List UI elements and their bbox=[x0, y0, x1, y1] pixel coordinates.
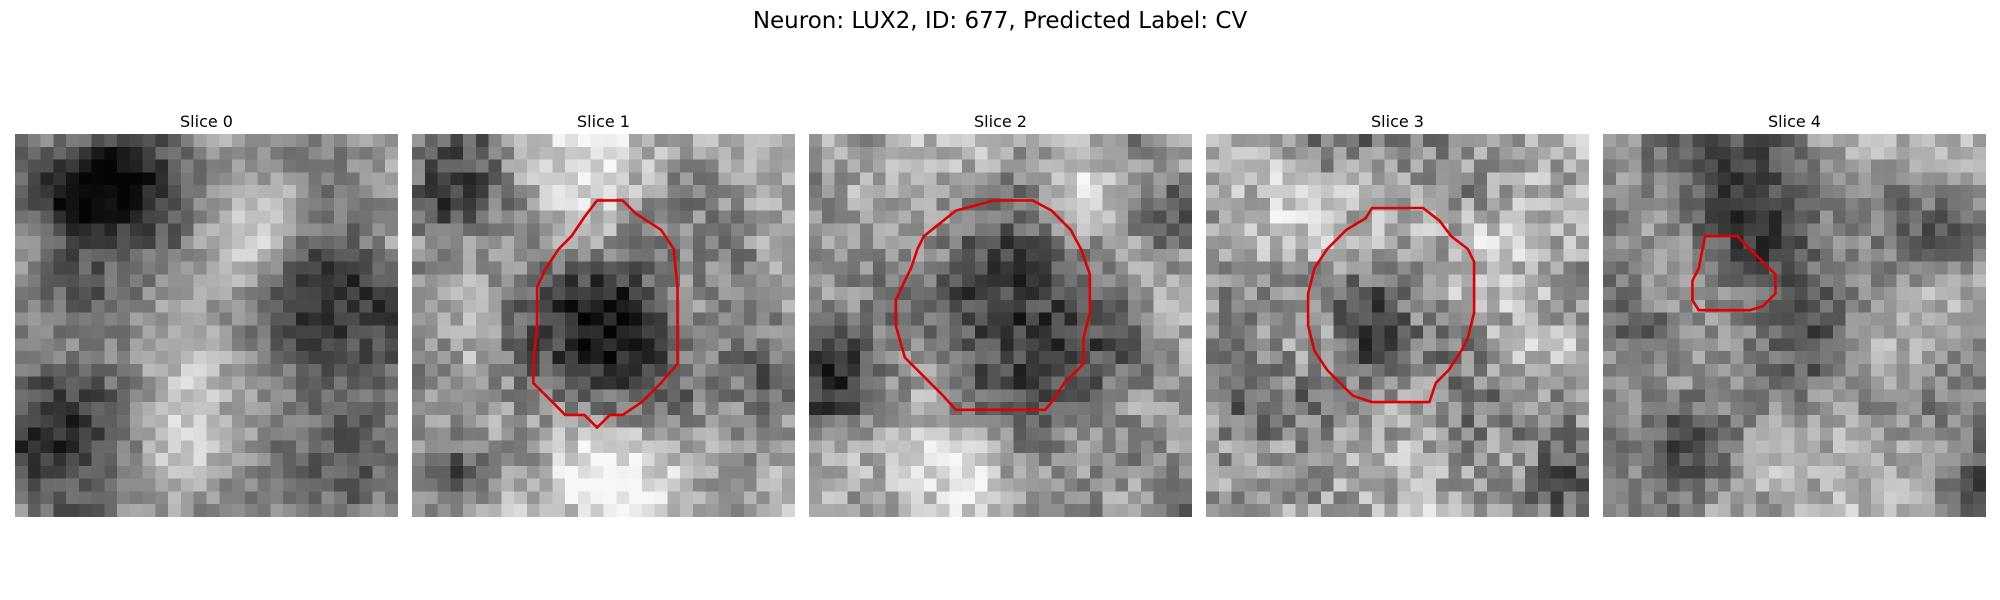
figure-title: Neuron: LUX2, ID: 677, Predicted Label: … bbox=[752, 8, 1248, 34]
slice-image-2 bbox=[809, 134, 1192, 517]
pixel-grid bbox=[412, 134, 795, 517]
slice-image-0 bbox=[15, 134, 398, 517]
pixel-grid bbox=[1206, 134, 1589, 517]
roi-contour bbox=[894, 199, 1092, 412]
roi-contour bbox=[1306, 206, 1476, 404]
slice-title: Slice 2 bbox=[974, 112, 1027, 131]
pixel-grid bbox=[809, 134, 1192, 517]
roi-contour bbox=[1691, 234, 1777, 312]
slice-title: Slice 4 bbox=[1768, 112, 1821, 131]
slice-panel-2: Slice 2 bbox=[809, 110, 1192, 517]
pixel-grid bbox=[1603, 134, 1986, 517]
slice-panel-1: Slice 1 bbox=[412, 110, 795, 517]
slice-panel-3: Slice 3 bbox=[1206, 110, 1589, 517]
slice-title: Slice 3 bbox=[1371, 112, 1424, 131]
slice-image-3 bbox=[1206, 134, 1589, 517]
slice-image-4 bbox=[1603, 134, 1986, 517]
slice-title: Slice 1 bbox=[577, 112, 630, 131]
slice-panel-0: Slice 0 bbox=[15, 110, 398, 517]
slice-image-1 bbox=[412, 134, 795, 517]
slice-title: Slice 0 bbox=[180, 112, 233, 131]
pixel-grid bbox=[15, 134, 398, 517]
roi-contour bbox=[532, 199, 679, 429]
slice-panel-4: Slice 4 bbox=[1603, 110, 1986, 517]
